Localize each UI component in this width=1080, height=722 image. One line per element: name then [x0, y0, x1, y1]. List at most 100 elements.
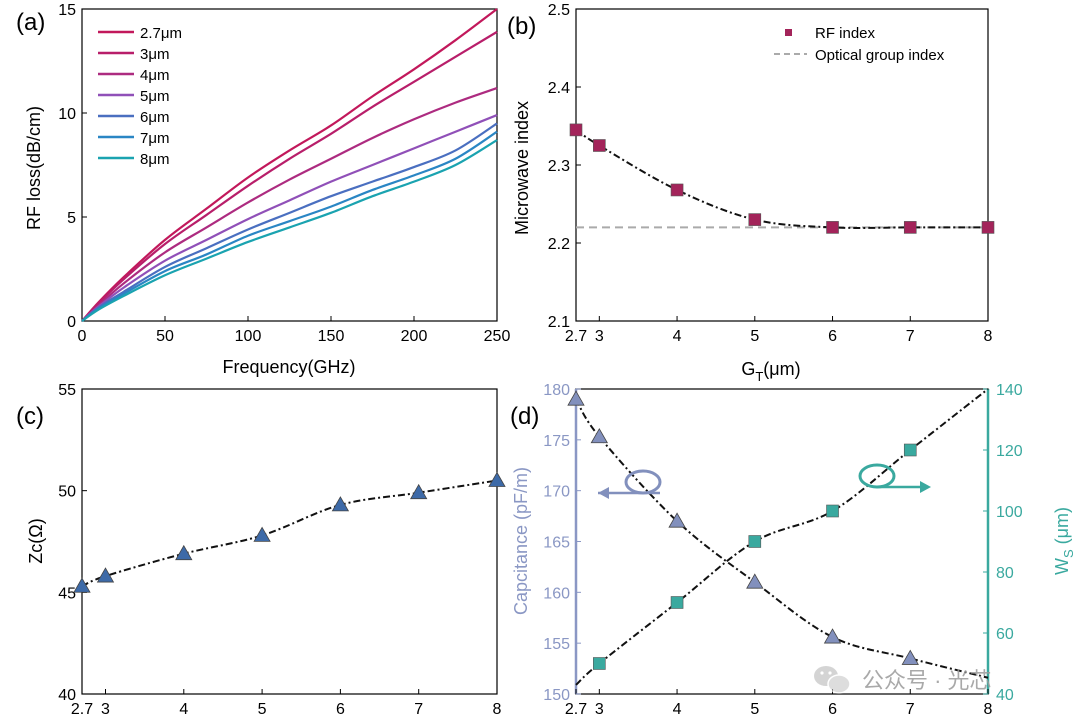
- y-tick-label: 50: [58, 484, 76, 501]
- series-line-4: [81, 122, 498, 322]
- x-tick-label: 2.7: [71, 701, 93, 718]
- rf-index-point-6: [981, 221, 995, 234]
- x-tick-label: 200: [401, 328, 428, 345]
- x-tick-label: 250: [484, 328, 511, 345]
- watermark: 公众号 · 光芯: [814, 666, 992, 694]
- capacitance-point-3: [746, 573, 764, 589]
- panel-a-axes: 0 50 100 150 200 250 0 5 10 15: [58, 2, 510, 345]
- zc-point-1: [96, 567, 115, 583]
- panel-c-series: [73, 471, 506, 593]
- y-tick-label: 55: [58, 382, 76, 399]
- x-tick-label: 8: [493, 701, 502, 718]
- series-line-3: [81, 114, 498, 322]
- panel-d-axes: 2.7 3 4 5 6 7 8 150 155 160 165 170 175 180 40 60 80 100 1…: [543, 382, 1023, 718]
- x-tick-label: 150: [318, 328, 345, 345]
- panel-d-ylabel-left: Capcitance (pF/m): [511, 467, 531, 615]
- ws-point-4: [826, 504, 839, 518]
- y-tick-label: 100: [996, 504, 1023, 521]
- rf-index-point-5: [903, 221, 917, 234]
- zc-point-6: [488, 471, 506, 487]
- y-tick-label: 180: [543, 382, 570, 399]
- legend-label-5: 7μm: [140, 130, 169, 147]
- y-tick-label: 5: [67, 210, 76, 227]
- y-tick-label: 0: [67, 314, 76, 331]
- x-tick-label: 7: [414, 701, 423, 718]
- ws-point-5: [903, 443, 917, 457]
- zc-point-4: [331, 496, 350, 512]
- panel-a-legend: 2.7μm 3μm 4μm 5μm 6μm 7μm 8μm: [98, 25, 182, 168]
- y-tick-label: 120: [996, 443, 1023, 460]
- right-axis-indicator: [858, 463, 931, 493]
- legend-label-2: 4μm: [140, 67, 169, 84]
- ws-point-1: [593, 657, 606, 670]
- x-tick-label: 5: [750, 328, 759, 345]
- panel-d-ylabel-right: WS (μm): [1052, 507, 1076, 575]
- panel-b-microwave-index: 2.7 3 4 5 6 7 8 2.1 2.2 2.3 2.4 2.5 RF index Optical…: [512, 2, 995, 384]
- zc-point-5: [410, 483, 428, 500]
- ws-fit-line: [575, 388, 989, 686]
- x-tick-label: 3: [101, 701, 110, 718]
- plot-frame: [575, 388, 989, 695]
- y-tick-label: 155: [543, 636, 570, 653]
- panel-d-series: [567, 388, 989, 686]
- panel-a-rf-loss: 0 50 100 150 200 250 0 5 10 15 2.7μm 3μm 4μm 5μm 6μm 7…: [24, 2, 510, 377]
- y-tick-label: 60: [996, 626, 1014, 643]
- y-tick-label: 2.5: [548, 2, 570, 19]
- rf-index-point-0: [569, 123, 583, 137]
- y-tick-label: 45: [58, 585, 76, 602]
- x-tick-label: 8: [984, 328, 993, 345]
- y-tick-label: 165: [543, 535, 570, 552]
- x-tick-label: 2.7: [565, 701, 587, 718]
- rf-index-point-1: [593, 139, 606, 152]
- y-tick-label: 140: [996, 382, 1023, 399]
- left-axis-indicator: [598, 469, 662, 499]
- ws-point-2: [670, 596, 684, 609]
- panel-b-legend: RF index Optical group index: [774, 25, 945, 64]
- series-line-6: [81, 139, 498, 322]
- panel-label-a: (a): [16, 9, 45, 36]
- zc-fit-line: [81, 479, 498, 588]
- panel-b-ylabel: Microwave index: [512, 101, 532, 235]
- y-tick-label: 170: [543, 484, 570, 501]
- x-tick-label: 6: [828, 701, 837, 718]
- series-line-5: [81, 130, 498, 322]
- wechat-logo-icon: [814, 666, 851, 694]
- zc-point-2: [175, 544, 193, 561]
- ws-point-3: [748, 535, 762, 548]
- panel-d-capacitance-width: 2.7 3 4 5 6 7 8 150 155 160 165 170 175 180 40 60 80 100 1…: [511, 382, 1076, 718]
- plot-frame: [81, 388, 498, 695]
- y-tick-label: 10: [58, 106, 76, 123]
- panel-c-ylabel: Zc(Ω): [26, 518, 46, 563]
- x-tick-label: 8: [984, 701, 993, 718]
- panel-a-xlabel: Frequency(GHz): [222, 357, 355, 377]
- series-line-0: [81, 8, 498, 322]
- legend-rf-marker: [785, 29, 792, 36]
- legend-label-6: 8μm: [140, 151, 169, 168]
- y-tick-label: 2.3: [548, 158, 570, 175]
- capacitance-point-2: [668, 512, 686, 528]
- legend-label-4: 6μm: [140, 109, 169, 126]
- panel-label-d: (d): [510, 403, 539, 430]
- x-tick-label: 5: [258, 701, 267, 718]
- y-tick-label: 40: [58, 687, 76, 704]
- rf-index-point-3: [748, 213, 762, 226]
- x-tick-label: 3: [595, 701, 604, 718]
- legend-optical-label: Optical group index: [815, 47, 945, 64]
- panel-b-series: [569, 123, 995, 234]
- rf-index-point-2: [670, 183, 684, 197]
- y-tick-label: 40: [996, 687, 1014, 704]
- x-tick-label: 50: [156, 328, 174, 345]
- series-line-2: [81, 87, 498, 322]
- x-tick-label: 6: [828, 328, 837, 345]
- x-tick-label: 4: [179, 701, 188, 718]
- x-tick-label: 7: [906, 328, 915, 345]
- watermark-text: 公众号 · 光芯: [862, 668, 992, 693]
- x-tick-label: 100: [235, 328, 262, 345]
- y-tick-label: 2.2: [548, 236, 570, 253]
- legend-label-0: 2.7μm: [140, 25, 182, 42]
- x-tick-label: 3: [595, 328, 604, 345]
- capacitance-point-5: [901, 649, 919, 665]
- legend-label-3: 5μm: [140, 88, 169, 105]
